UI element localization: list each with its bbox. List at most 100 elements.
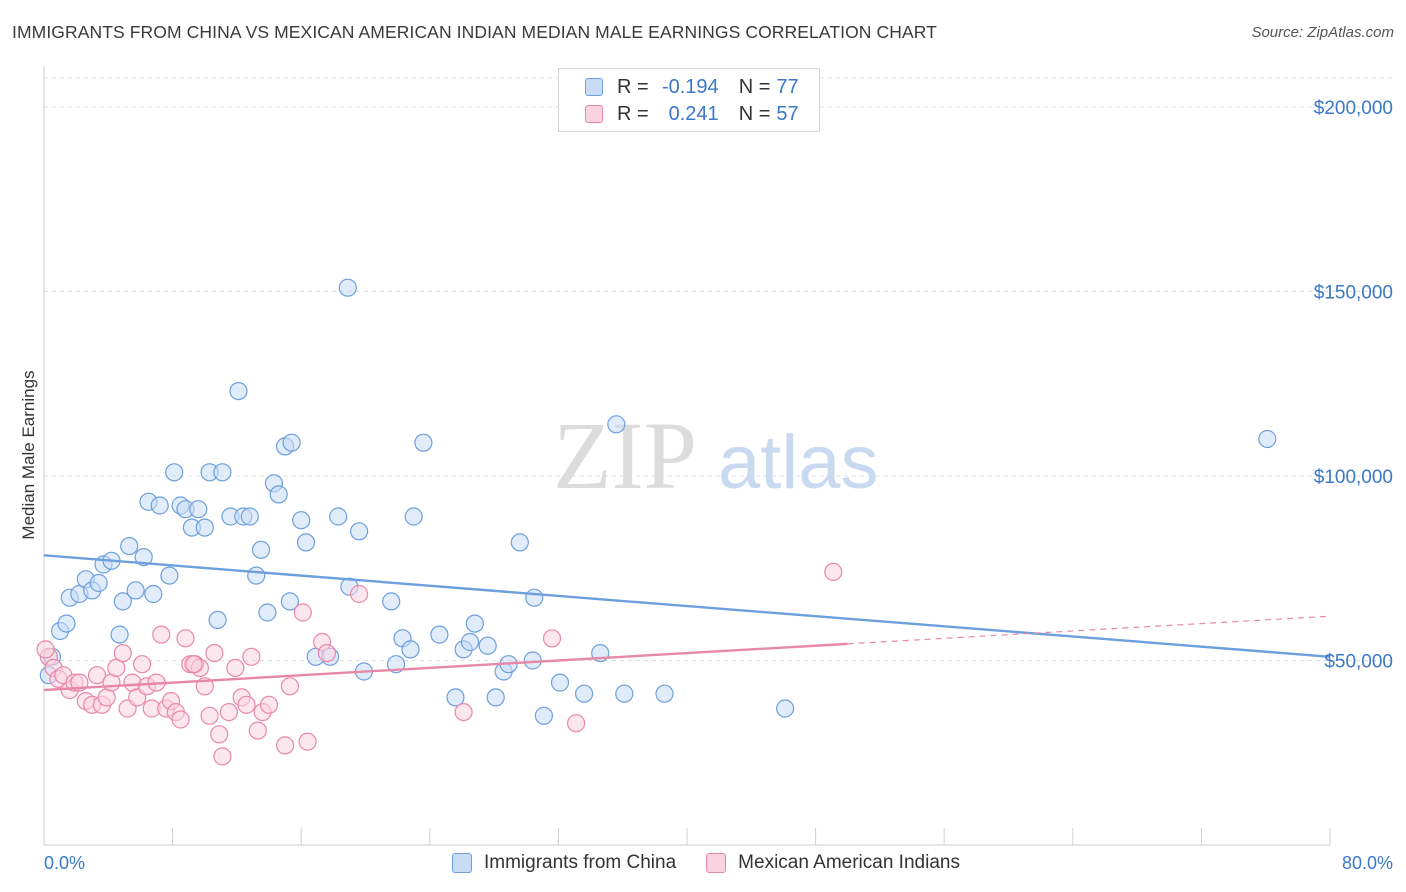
legend-item-china[interactable]: Immigrants from China: [452, 852, 676, 874]
point-mexican: [824, 562, 843, 582]
point-china: [525, 588, 544, 607]
point-china: [240, 507, 259, 526]
point-china: [382, 592, 401, 611]
point-china: [165, 463, 184, 482]
point-china: [189, 500, 208, 519]
point-mexican: [248, 721, 267, 740]
point-china: [329, 507, 348, 526]
x-tick-label-max: 80.0%: [1342, 853, 1393, 873]
series-legend: Immigrants from China Mexican American I…: [452, 852, 990, 874]
legend-r-label: R =: [617, 75, 649, 98]
point-china: [486, 688, 505, 707]
point-china: [775, 699, 795, 718]
point-china: [414, 433, 433, 452]
chart-source: Source: ZipAtlas.com: [1251, 24, 1394, 41]
y-tick-label: $50,000: [1324, 651, 1393, 672]
point-china: [247, 566, 266, 585]
point-china: [150, 496, 169, 515]
point-mexican: [454, 702, 473, 722]
point-mexican: [276, 736, 295, 755]
point-mexican: [213, 747, 232, 766]
point-china: [607, 415, 626, 434]
watermark-zip: ZIP: [553, 402, 697, 509]
correlation-legend: R = -0.194 N = 77 R = 0.241 N = 57: [558, 68, 820, 132]
point-mexican: [176, 629, 195, 648]
point-china: [510, 533, 529, 552]
point-china: [465, 614, 484, 633]
point-mexican: [237, 695, 256, 714]
point-mexican: [542, 629, 562, 648]
legend-row-mexican: R = 0.241 N = 57: [559, 101, 799, 127]
point-mexican: [317, 643, 336, 663]
point-china: [213, 463, 232, 482]
point-mexican: [205, 643, 224, 663]
legend-r-value: 0.241: [668, 102, 719, 125]
point-china: [120, 536, 139, 556]
point-china: [258, 603, 277, 622]
legend-swatch-china: [452, 853, 472, 873]
trendline: [43, 642, 848, 692]
point-mexican: [200, 706, 219, 725]
legend-r-label: R =: [617, 102, 649, 125]
point-china: [134, 547, 153, 567]
point-mexican: [280, 677, 299, 696]
legend-swatch-china: [585, 78, 603, 96]
point-mexican: [113, 643, 132, 663]
legend-swatch-mexican: [585, 105, 603, 123]
legend-label-mexican: Mexican American Indians: [738, 852, 960, 873]
point-china: [57, 614, 76, 633]
point-mexican: [184, 655, 203, 674]
point-china: [615, 684, 634, 703]
point-mexican: [219, 702, 238, 722]
y-tick-label: $150,000: [1314, 282, 1393, 303]
point-china: [1258, 429, 1277, 449]
point-china: [534, 706, 554, 725]
legend-n-label: N =: [738, 75, 771, 98]
point-china: [110, 625, 129, 644]
point-china: [430, 625, 449, 644]
point-mexican: [566, 714, 586, 733]
point-china: [280, 592, 299, 611]
point-china: [282, 433, 301, 452]
point-china: [251, 540, 271, 559]
point-china: [655, 684, 674, 703]
y-axis-label: Median Male Earnings: [19, 370, 38, 539]
axes: [43, 66, 1331, 846]
point-china: [126, 581, 145, 600]
point-mexican: [152, 625, 171, 644]
legend-row-china: R = -0.194 N = 77: [559, 74, 799, 100]
legend-n-value: 77: [776, 75, 799, 98]
point-china: [229, 382, 248, 401]
point-china: [292, 511, 311, 530]
point-china: [478, 636, 497, 655]
legend-n-value: 57: [776, 102, 799, 125]
legend-swatch-mexican: [706, 853, 727, 873]
point-china: [195, 518, 214, 537]
x-tick-label-min: 0.0%: [44, 853, 85, 873]
legend-label-china: Immigrants from China: [484, 852, 677, 873]
point-china: [89, 573, 108, 593]
point-china: [160, 566, 179, 585]
legend-n-label: N =: [738, 102, 771, 125]
point-mexican: [293, 603, 312, 622]
chart-title: IMMIGRANTS FROM CHINA VS MEXICAN AMERICA…: [12, 22, 937, 42]
point-mexican: [226, 658, 245, 678]
point-mexican: [210, 725, 229, 744]
y-tick-label: $200,000: [1314, 98, 1393, 119]
legend-r-value: -0.194: [661, 75, 719, 98]
point-china: [401, 640, 420, 659]
point-mexican: [242, 647, 261, 666]
point-china: [350, 522, 369, 541]
point-china: [550, 673, 570, 692]
point-mexican: [259, 695, 279, 714]
axis-labels: $50,000 $100,000 $150,000 $200,000 0.0% 80.0%…: [19, 98, 1393, 873]
point-china: [296, 533, 316, 552]
y-tick-label: $100,000: [1314, 467, 1393, 488]
watermark-atlas: atlas: [718, 420, 879, 505]
point-mexican: [298, 732, 317, 751]
point-mexican: [171, 710, 190, 729]
legend-item-mexican[interactable]: Mexican American Indians: [706, 852, 960, 874]
trend-lines: [43, 554, 1331, 692]
point-china: [208, 610, 227, 630]
